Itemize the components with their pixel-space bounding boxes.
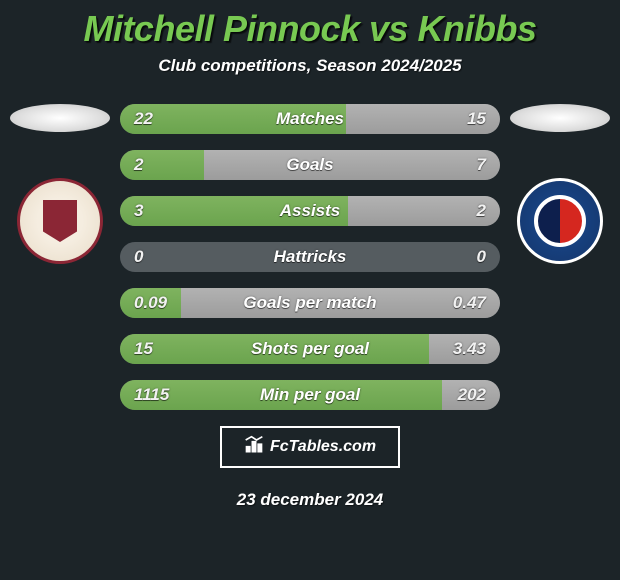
brand-label: FcTables.com xyxy=(270,438,376,456)
stat-fill-left xyxy=(120,150,204,180)
stat-row: 0 Hattricks 0 xyxy=(120,242,500,272)
stat-label: Goals xyxy=(286,155,333,175)
stat-label: Assists xyxy=(280,201,340,221)
stat-value-left: 22 xyxy=(134,109,153,129)
stat-label: Goals per match xyxy=(243,293,376,313)
stat-bars: 22 Matches 15 2 Goals 7 3 Assists 2 0 Hattricks 0 0.… xyxy=(120,104,500,410)
stat-row: 22 Matches 15 xyxy=(120,104,500,134)
chart-icon xyxy=(244,435,264,460)
stat-row: 0.09 Goals per match 0.47 xyxy=(120,288,500,318)
stat-value-left: 3 xyxy=(134,201,143,221)
stat-label: Matches xyxy=(276,109,344,129)
stat-row: 1115 Min per goal 202 xyxy=(120,380,500,410)
stat-row: 2 Goals 7 xyxy=(120,150,500,180)
stat-label: Hattricks xyxy=(274,247,347,267)
stat-value-left: 1115 xyxy=(134,385,169,405)
stat-fill-right xyxy=(204,150,500,180)
subtitle: Club competitions, Season 2024/2025 xyxy=(0,56,620,76)
brand-box: FcTables.com xyxy=(220,426,400,468)
stat-label: Min per goal xyxy=(260,385,360,405)
stat-value-right: 2 xyxy=(477,201,486,221)
player-left-club-badge xyxy=(17,178,103,264)
stat-value-right: 0.47 xyxy=(453,293,486,313)
stat-row: 3 Assists 2 xyxy=(120,196,500,226)
stat-value-left: 15 xyxy=(134,339,153,359)
player-right-club-badge xyxy=(517,178,603,264)
player-left-photo xyxy=(10,104,110,132)
comparison-area: 22 Matches 15 2 Goals 7 3 Assists 2 0 Hattricks 0 0.… xyxy=(0,104,620,410)
stat-value-right: 7 xyxy=(477,155,486,175)
stat-value-left: 2 xyxy=(134,155,143,175)
stat-value-right: 0 xyxy=(477,247,486,267)
page-title: Mitchell Pinnock vs Knibbs xyxy=(0,0,620,50)
stat-value-right: 202 xyxy=(458,385,486,405)
stat-value-left: 0.09 xyxy=(134,293,167,313)
stat-value-right: 3.43 xyxy=(453,339,486,359)
player-right-photo xyxy=(510,104,610,132)
stat-value-right: 15 xyxy=(467,109,486,129)
stat-row: 15 Shots per goal 3.43 xyxy=(120,334,500,364)
stat-value-left: 0 xyxy=(134,247,143,267)
player-right-column xyxy=(510,104,610,264)
player-left-column xyxy=(10,104,110,264)
stat-label: Shots per goal xyxy=(251,339,369,359)
date-label: 23 december 2024 xyxy=(0,490,620,510)
